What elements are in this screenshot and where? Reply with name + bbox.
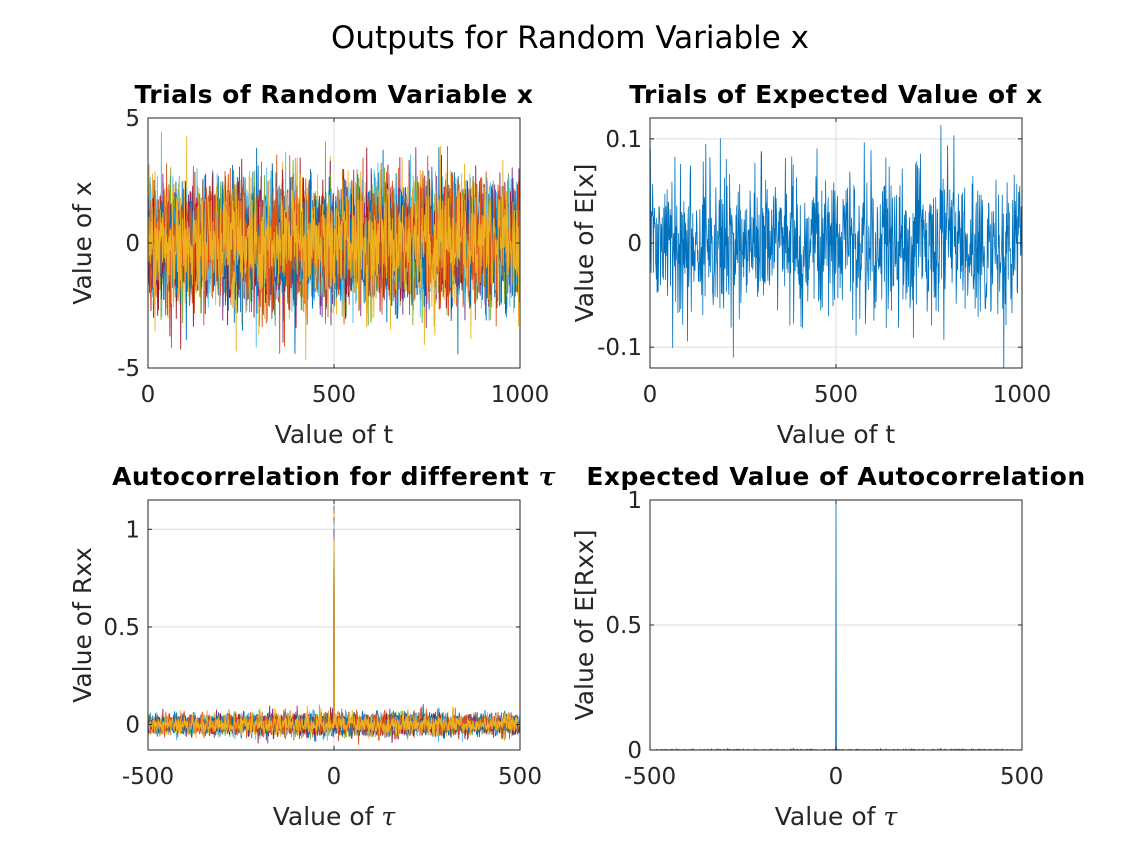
y-tick-label: 5 <box>125 106 140 132</box>
y-tick-label: -0.1 <box>597 335 642 361</box>
y-tick-label: 1 <box>125 517 140 543</box>
axes-title: Expected Value of Autocorrelation <box>586 462 1085 491</box>
x-tick-label: 0 <box>327 764 342 790</box>
series-line-trial-1 <box>650 500 1022 750</box>
y-axis-label: Value of E[x] <box>570 164 599 323</box>
y-tick-label: 1 <box>627 488 642 514</box>
x-tick-label: -500 <box>624 764 676 790</box>
y-tick-label: 0.5 <box>103 615 140 641</box>
figure-title: Outputs for Random Variable x <box>331 20 809 56</box>
y-tick-label: -5 <box>117 356 140 382</box>
y-tick-label: 0 <box>627 231 642 257</box>
data-series-group <box>148 131 520 361</box>
x-tick-label: 500 <box>312 382 356 408</box>
data-series-group <box>148 505 520 745</box>
x-tick-label: 1000 <box>491 382 550 408</box>
axes-title: Autocorrelation for different τ <box>112 462 556 491</box>
tau-symbol: τ <box>381 802 396 831</box>
y-axis-label: Value of x <box>68 181 97 304</box>
y-axis-label: Value of Rxx <box>68 547 97 703</box>
y-tick-label: 0 <box>125 231 140 257</box>
x-tick-label: 0 <box>141 382 156 408</box>
tau-symbol: τ <box>883 802 898 831</box>
x-tick-label: 0 <box>643 382 658 408</box>
x-axis-label: Value of τ <box>775 802 899 831</box>
x-tick-label: 500 <box>814 382 858 408</box>
axes-title: Trials of Expected Value of x <box>629 80 1043 109</box>
y-tick-label: 0.1 <box>605 127 642 153</box>
x-axis-label: Value of t <box>275 420 394 449</box>
x-tick-label: 500 <box>498 764 542 790</box>
data-series-group <box>650 500 1022 750</box>
axes-title: Trials of Random Variable x <box>134 80 533 109</box>
y-tick-label: 0 <box>125 713 140 739</box>
x-axis-label: Value of τ <box>273 802 397 831</box>
series-line-trial-10 <box>148 145 520 361</box>
series-line-trial-1 <box>650 124 1022 368</box>
data-series-group <box>650 124 1022 368</box>
x-axis-label: Value of t <box>777 420 896 449</box>
x-tick-label: 0 <box>829 764 844 790</box>
tau-symbol: τ <box>539 462 556 491</box>
series-line-trial-10 <box>148 540 520 741</box>
x-tick-label: 500 <box>1000 764 1044 790</box>
y-axis-label: Value of E[Rxx] <box>570 530 599 721</box>
y-tick-label: 0 <box>627 738 642 764</box>
y-tick-label: 0.5 <box>605 613 642 639</box>
x-tick-label: 1000 <box>993 382 1052 408</box>
axes-autocorr-trials: -500 0 500 0 0.5 1 Autocorrelation for differe… <box>68 462 556 831</box>
x-tick-label: -500 <box>122 764 174 790</box>
